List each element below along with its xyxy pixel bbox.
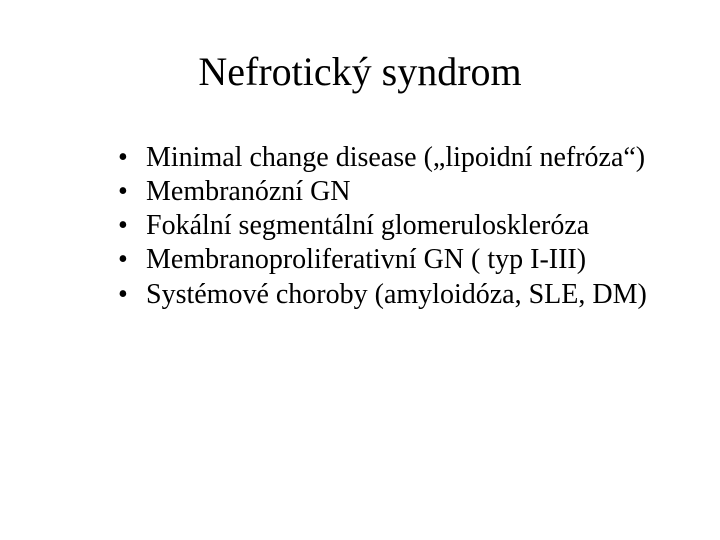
list-item: Membranózní GN	[118, 175, 720, 209]
slide-title: Nefrotický syndrom	[0, 48, 720, 95]
list-item-text: Systémové choroby (amyloidóza, SLE, DM)	[146, 279, 647, 310]
list-item: Minimal change disease („lipoidní nefróz…	[118, 141, 720, 175]
list-item-text: Membranoproliferativní GN ( typ I-III)	[146, 244, 586, 275]
list-item-text: Membranózní GN	[146, 176, 351, 207]
list-item-text: Minimal change disease („lipoidní nefróz…	[146, 142, 645, 173]
list-item: Membranoproliferativní GN ( typ I-III)	[118, 243, 720, 277]
bullet-list: Minimal change disease („lipoidní nefróz…	[0, 141, 720, 312]
list-item: Systémové choroby (amyloidóza, SLE, DM)	[118, 278, 720, 312]
list-item-text: Fokální segmentální glomeruloskleróza	[146, 210, 589, 241]
list-item: Fokální segmentální glomeruloskleróza	[118, 209, 720, 243]
slide: Nefrotický syndrom Minimal change diseas…	[0, 0, 720, 540]
